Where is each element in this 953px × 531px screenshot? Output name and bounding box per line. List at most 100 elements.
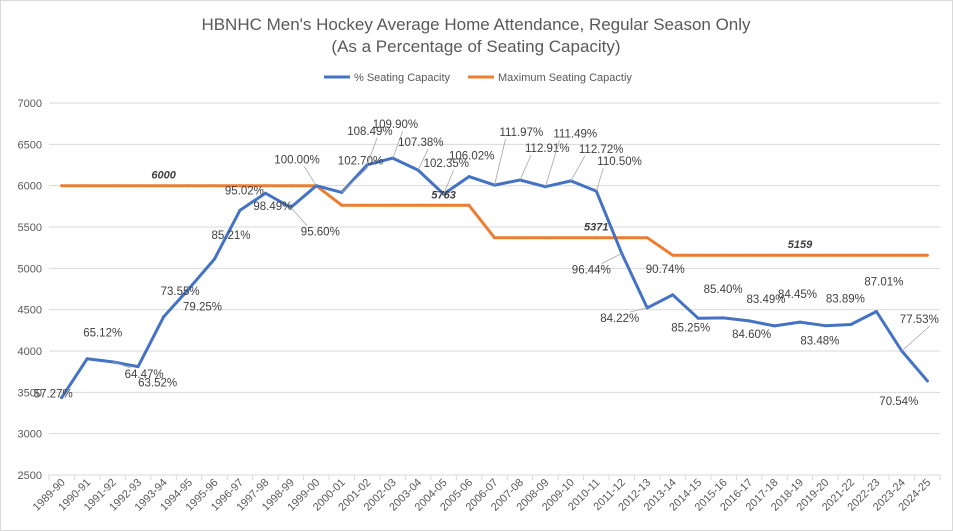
data-label: 108.49% xyxy=(347,126,392,138)
y-axis-ticks: 2500 3000 3500 4000 4500 5000 5500 6000 6500 7000 xyxy=(18,98,42,482)
data-label: 111.97% xyxy=(500,127,544,139)
capacity-point xyxy=(187,184,191,188)
data-label: 57.27% xyxy=(34,389,73,401)
data-label: 63.52% xyxy=(138,378,177,390)
data-label: 84.45% xyxy=(778,289,817,301)
data-label: 95.02% xyxy=(225,185,264,197)
data-label: 102.70% xyxy=(338,155,383,167)
data-label: 111.49% xyxy=(553,129,597,141)
data-label: 85.40% xyxy=(704,284,743,296)
chart-subtitle: (As a Percentage of Seating Capacity) xyxy=(331,37,620,56)
data-label-leader xyxy=(112,361,131,369)
data-label: 100.00% xyxy=(274,155,319,167)
chart-title: HBNHC Men's Hockey Average Home Attendan… xyxy=(201,15,751,34)
data-label: 65.12% xyxy=(83,328,122,340)
data-label-leader xyxy=(392,130,404,159)
data-label: 102.35% xyxy=(424,158,469,170)
capacity-point xyxy=(60,184,64,188)
attendance-point xyxy=(213,257,216,261)
data-label: 84.22% xyxy=(600,313,639,325)
capacity-point xyxy=(162,184,166,188)
data-label-leader xyxy=(494,139,506,186)
attendance-point xyxy=(467,175,471,179)
capacity-point xyxy=(900,253,904,257)
data-label: 110.50% xyxy=(597,156,642,168)
capacity-segment-label: 5159 xyxy=(788,239,813,251)
data-label: 107.38% xyxy=(398,137,443,149)
data-label-leader xyxy=(595,167,604,192)
data-label-leader xyxy=(630,307,648,313)
capacity-point xyxy=(391,203,395,207)
y-tick-label: 5500 xyxy=(18,222,42,234)
capacity-point xyxy=(594,236,598,240)
capacity-point xyxy=(213,184,216,188)
capacity-point xyxy=(340,203,344,207)
data-label: 70.54% xyxy=(879,396,918,408)
capacity-point xyxy=(111,184,115,188)
attendance-point xyxy=(238,208,242,212)
y-tick-label: 3500 xyxy=(18,387,42,399)
data-label-leader xyxy=(901,325,931,352)
data-label-leader xyxy=(366,137,378,165)
capacity-point xyxy=(543,236,547,240)
capacity-point xyxy=(747,253,751,257)
data-label-leader xyxy=(290,207,308,226)
y-tick-label: 6000 xyxy=(18,181,42,193)
capacity-segment-label: 5371 xyxy=(584,222,608,234)
attendance-point xyxy=(773,324,776,328)
data-label: 112.91% xyxy=(525,143,570,155)
data-label-leader xyxy=(545,140,560,187)
capacity-point xyxy=(773,253,776,257)
capacity-point xyxy=(722,253,726,257)
data-label-leader xyxy=(303,166,317,186)
y-tick-label: 6500 xyxy=(18,139,42,151)
capacity-segment-label: 5763 xyxy=(431,189,455,201)
data-label: 84.60% xyxy=(732,329,771,341)
attendance-point xyxy=(162,315,166,319)
attendance-point xyxy=(696,316,700,320)
attendance-point xyxy=(671,293,675,297)
data-label-leader xyxy=(570,155,586,182)
attendance-point xyxy=(747,319,751,323)
data-label: 64.47% xyxy=(125,369,164,381)
capacity-point xyxy=(518,236,522,240)
capacity-point xyxy=(798,253,802,257)
data-label: 112.72% xyxy=(579,144,624,156)
y-tick-label: 4500 xyxy=(18,305,42,317)
capacity-point xyxy=(849,253,853,257)
capacity-point xyxy=(645,236,649,240)
capacity-point xyxy=(620,236,624,240)
capacity-point xyxy=(925,253,929,257)
data-label: 109.90% xyxy=(373,119,418,131)
capacity-point xyxy=(671,253,675,257)
data-label: 73.55% xyxy=(161,286,200,298)
attendance-point xyxy=(187,287,191,291)
data-labels: 57.27% 65.12% 64.47%63.52% 73.55% 79.25% 85.2… xyxy=(34,119,939,408)
data-label: 79.25% xyxy=(183,302,222,314)
data-label: 106.02% xyxy=(449,151,494,163)
data-label: 87.01% xyxy=(864,277,903,289)
data-label-leader xyxy=(601,253,622,264)
y-tick-label: 2500 xyxy=(18,470,42,482)
capacity-point xyxy=(874,253,878,257)
data-label-leader xyxy=(519,154,532,181)
capacity-point xyxy=(569,236,573,240)
attendance-point xyxy=(925,379,929,383)
attendance-point xyxy=(823,324,827,328)
capacity-segment-label: 6000 xyxy=(151,170,176,182)
attendance-point xyxy=(60,396,64,400)
y-tick-label: 3000 xyxy=(18,429,42,441)
attendance-point xyxy=(874,310,878,313)
data-label: 83.49% xyxy=(747,294,786,306)
data-label: 85.25% xyxy=(671,322,710,334)
legend-label-capacity: Maximum Seating Capactiy xyxy=(498,72,632,84)
capacity-point xyxy=(263,184,267,188)
capacity-point xyxy=(289,184,293,188)
data-label: 95.60% xyxy=(301,227,340,239)
attendance-point xyxy=(798,320,802,324)
capacity-point xyxy=(442,203,446,207)
data-label: 77.53% xyxy=(900,314,939,326)
data-label: 83.89% xyxy=(826,294,865,306)
